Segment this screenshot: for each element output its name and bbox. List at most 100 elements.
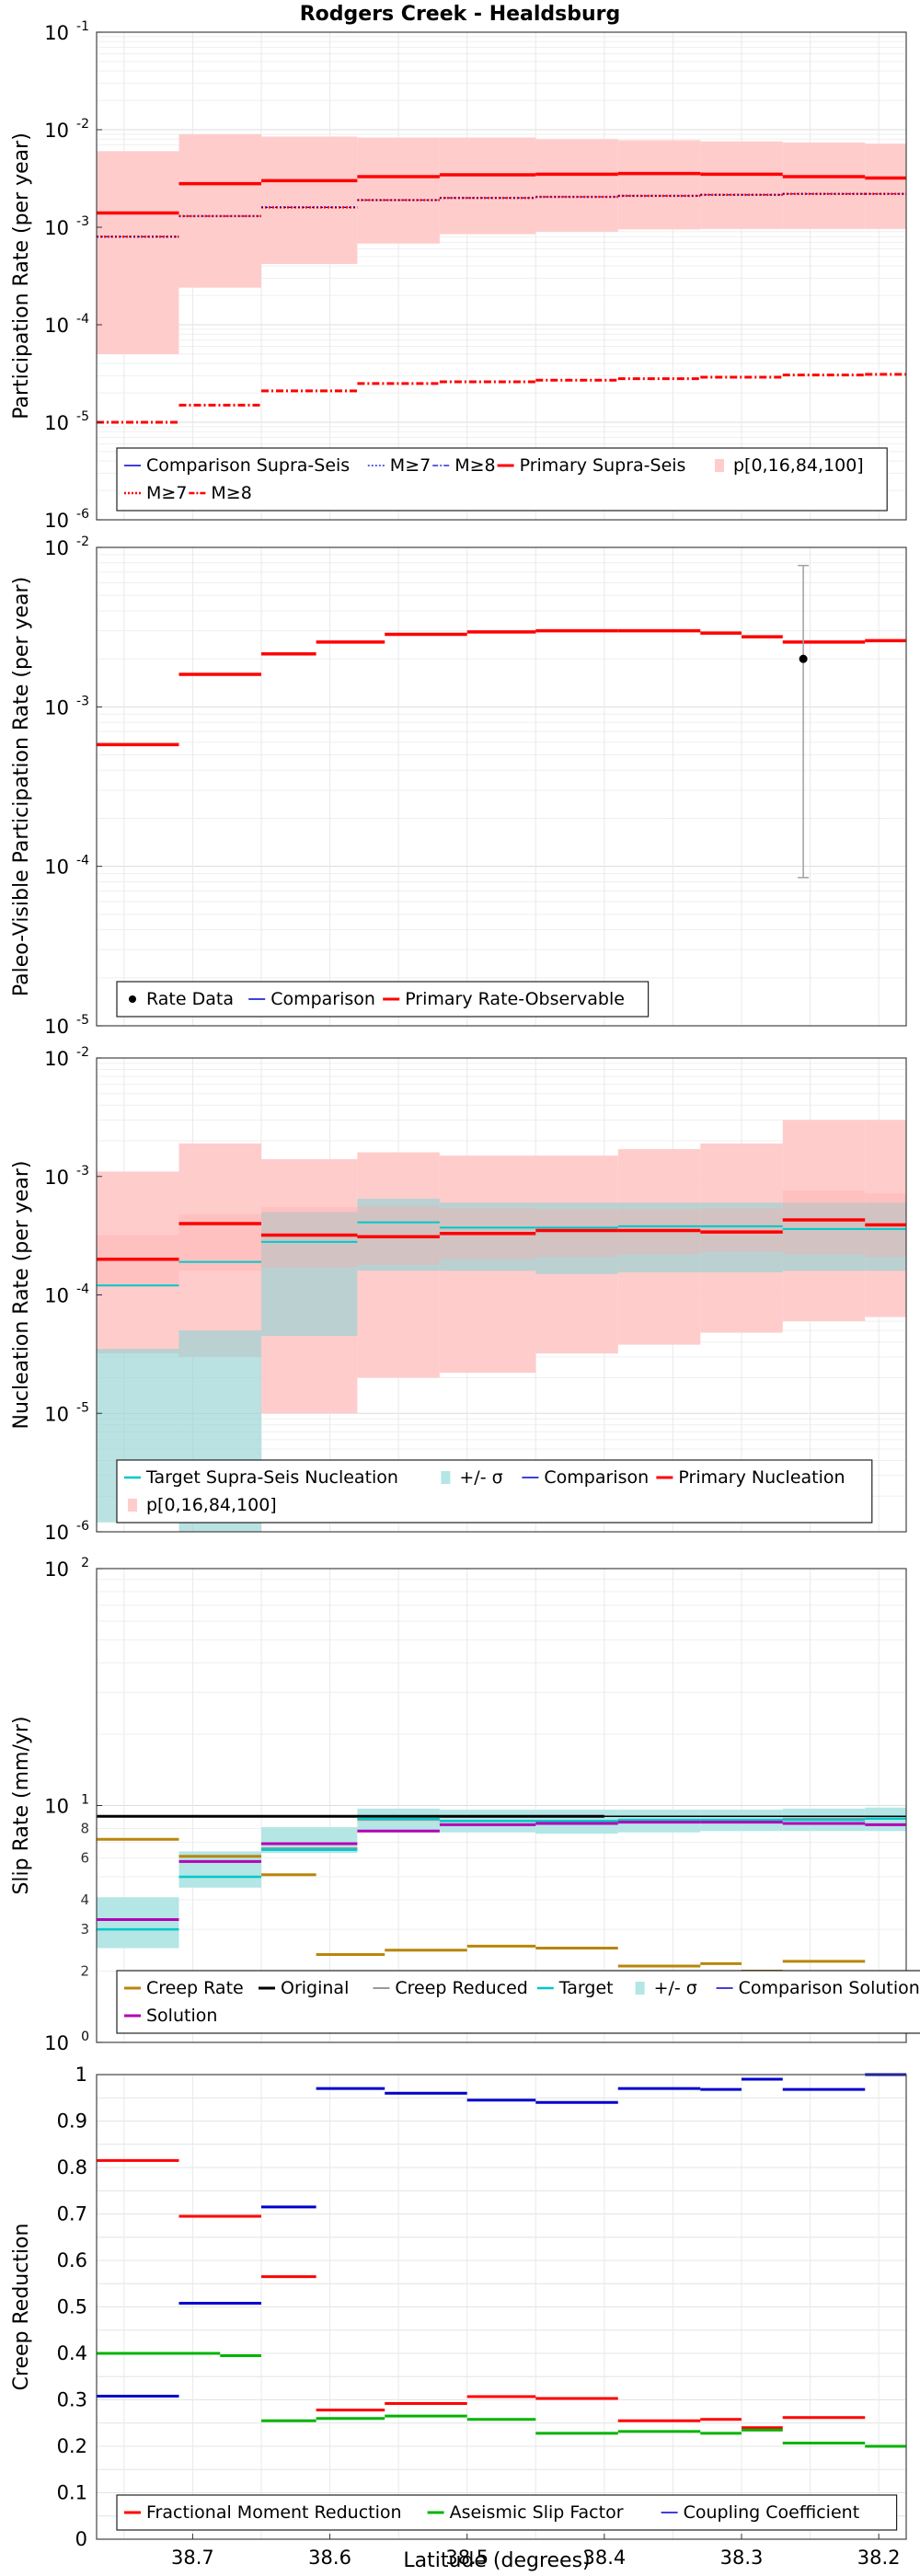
legend-label: Original (281, 1978, 349, 1998)
sigma-rect (439, 1202, 536, 1271)
legend-label: Target (558, 1978, 614, 1998)
panel-creep: 0 0.1 0.2 0.3 0.4 0.5 0.6 0.7 0.8 0.9 1 Creep Reduc… (10, 2064, 907, 2569)
y-tick-exponent: -1 (76, 19, 89, 34)
y-tick-label: 10 (44, 412, 69, 434)
sigma-rect (357, 1198, 440, 1271)
y-axis-label: Paleo-Visible Participation Rate (per ye… (10, 577, 33, 996)
legend-label: p[0,16,84,100] (733, 455, 864, 476)
y-tick-labels: 10 -6 10 -5 10 -4 10 -3 10 -2 (44, 1045, 102, 1544)
legend-swatch (128, 1499, 137, 1512)
y-tick-label: 10 (44, 1403, 69, 1425)
sigma-rect (97, 1897, 179, 1949)
legend-label: M≥8 (454, 455, 495, 476)
legend-label: Comparison Solution (739, 1978, 920, 1998)
y-axis-label: Slip Rate (mm/yr) (10, 1716, 33, 1894)
legend-box (116, 447, 888, 512)
inner-band-rect (782, 1190, 866, 1255)
y-axis-label: Participation Rate (per year) (10, 132, 33, 420)
band-rect (178, 133, 261, 288)
legend-label: Rate Data (146, 989, 234, 1009)
band-rect (535, 139, 618, 232)
y-tick-label: 0.6 (57, 2249, 87, 2271)
band-rect (97, 1171, 179, 1354)
y-tick-label: 10 (44, 1048, 69, 1070)
legend-swatch (715, 459, 724, 472)
y-tick-exponent: -4 (76, 1282, 89, 1297)
panel-slip: 10 0 10 1 10 2 2 3 4 6 8 Slip Rate (mm/yr) Creep Rat… (10, 1556, 920, 2054)
y-tick-label: 10 (44, 510, 69, 532)
y-tick-label: 0 (75, 2528, 87, 2550)
band-rect (97, 151, 179, 354)
y-tick-exponent: -2 (76, 1045, 89, 1060)
y-tick-exponent: -5 (76, 1400, 89, 1415)
y-tick-label: 10 (44, 537, 69, 559)
y-tick-exponent: -4 (76, 312, 89, 327)
y-tick-exponent: -3 (76, 214, 89, 229)
legend-label: Creep Rate (146, 1978, 244, 1998)
y-tick-exponent: -5 (76, 409, 89, 424)
sigma-rect (617, 1202, 701, 1272)
legend: Target Supra-Seis Nucleation +/- σ Compari… (116, 1459, 873, 1524)
band-rect (260, 136, 358, 264)
x-tick-label: 38.6 (308, 2547, 351, 2569)
plot-area (97, 547, 906, 1026)
legend-label: p[0,16,84,100] (146, 1495, 277, 1515)
band-rect (865, 144, 906, 229)
panel-participation: 10 -6 10 -5 10 -4 10 -3 10 -2 10 -1 Participation Ra… (10, 19, 907, 532)
y-tick-label: 0.1 (57, 2482, 87, 2504)
y-tick-exponent: -3 (76, 694, 89, 708)
plot-frame (96, 546, 907, 1027)
y-tick-label: 10 (44, 1016, 69, 1038)
panel-paleo: 10 -5 10 -4 10 -3 10 -2 Paleo-Visible Participat… (10, 535, 907, 1038)
legend-label: Comparison Supra-Seis (146, 455, 350, 476)
y-tick-label: 0.2 (57, 2435, 87, 2457)
x-tick-labels: 38.7 38.6 38.5 38.4 38.3 38.2 (171, 2534, 901, 2569)
band-rect (700, 141, 783, 229)
legend-label: Primary Nucleation (678, 1467, 845, 1488)
legend-label: Comparison (544, 1467, 649, 1488)
legend-label: M≥8 (211, 483, 251, 503)
x-axis-label: Latitude (degrees) (403, 2549, 590, 2572)
y-axis-label: Nucleation Rate (per year) (10, 1161, 33, 1430)
legend-swatch (635, 1982, 645, 1995)
y-tick-label: 0.4 (57, 2342, 87, 2364)
y-minor-label: 2 (80, 1962, 89, 1979)
legend-label: +/- σ (459, 1467, 502, 1488)
x-tick-label: 38.7 (171, 2547, 214, 2569)
sigma-rect (535, 1202, 618, 1274)
band-rect (178, 1143, 261, 1357)
legend-label: Solution (146, 2006, 217, 2026)
legend: Rate Data Comparison Primary Rate-Observab… (116, 981, 650, 1018)
y-tick-label: 10 (44, 1796, 69, 1818)
y-minor-label: 4 (80, 1892, 89, 1908)
y-tick-exponent: -2 (76, 117, 89, 132)
band-rect (617, 140, 701, 230)
y-minor-label: 3 (80, 1921, 89, 1938)
y-tick-label: 0.8 (57, 2156, 87, 2179)
legend: Fractional Moment Reduction Aseismic Slip… (116, 2494, 898, 2531)
legend: Comparison Supra-Seis M≥7 M≥8 Primary Supra… (116, 447, 888, 512)
x-tick-label: 38.2 (857, 2547, 901, 2569)
y-tick-exponent: -2 (76, 535, 89, 549)
band-rect (357, 137, 440, 244)
y-tick-label: 10 (44, 120, 69, 142)
rate-data-point (799, 654, 808, 663)
legend-label: Primary Rate-Observable (405, 989, 625, 1009)
y-tick-label: 10 (44, 1285, 69, 1307)
y-tick-exponent: -6 (76, 1519, 89, 1534)
legend-label: Creep Reduced (395, 1978, 527, 1998)
y-tick-label: 0.7 (57, 2203, 87, 2225)
y-minor-label: 6 (80, 1850, 89, 1867)
gridlines (97, 2074, 906, 2540)
figure-title: Rodgers Creek - Healdsburg (300, 3, 621, 26)
y-tick-exponent: -5 (76, 1013, 89, 1028)
legend-label: Primary Supra-Seis (520, 455, 686, 476)
y-minor-label: 8 (80, 1820, 89, 1836)
plot-frame (96, 31, 907, 521)
legend-label: Comparison (270, 989, 375, 1009)
panel-nucleation: 10 -6 10 -5 10 -4 10 -3 10 -2 Nucleation Rate (per… (10, 1045, 907, 1544)
x-tick-label: 38.3 (720, 2547, 764, 2569)
y-tick-label: 10 (44, 1558, 69, 1581)
y-tick-exponent: 0 (81, 2030, 89, 2044)
sigma-rect (700, 1202, 783, 1272)
